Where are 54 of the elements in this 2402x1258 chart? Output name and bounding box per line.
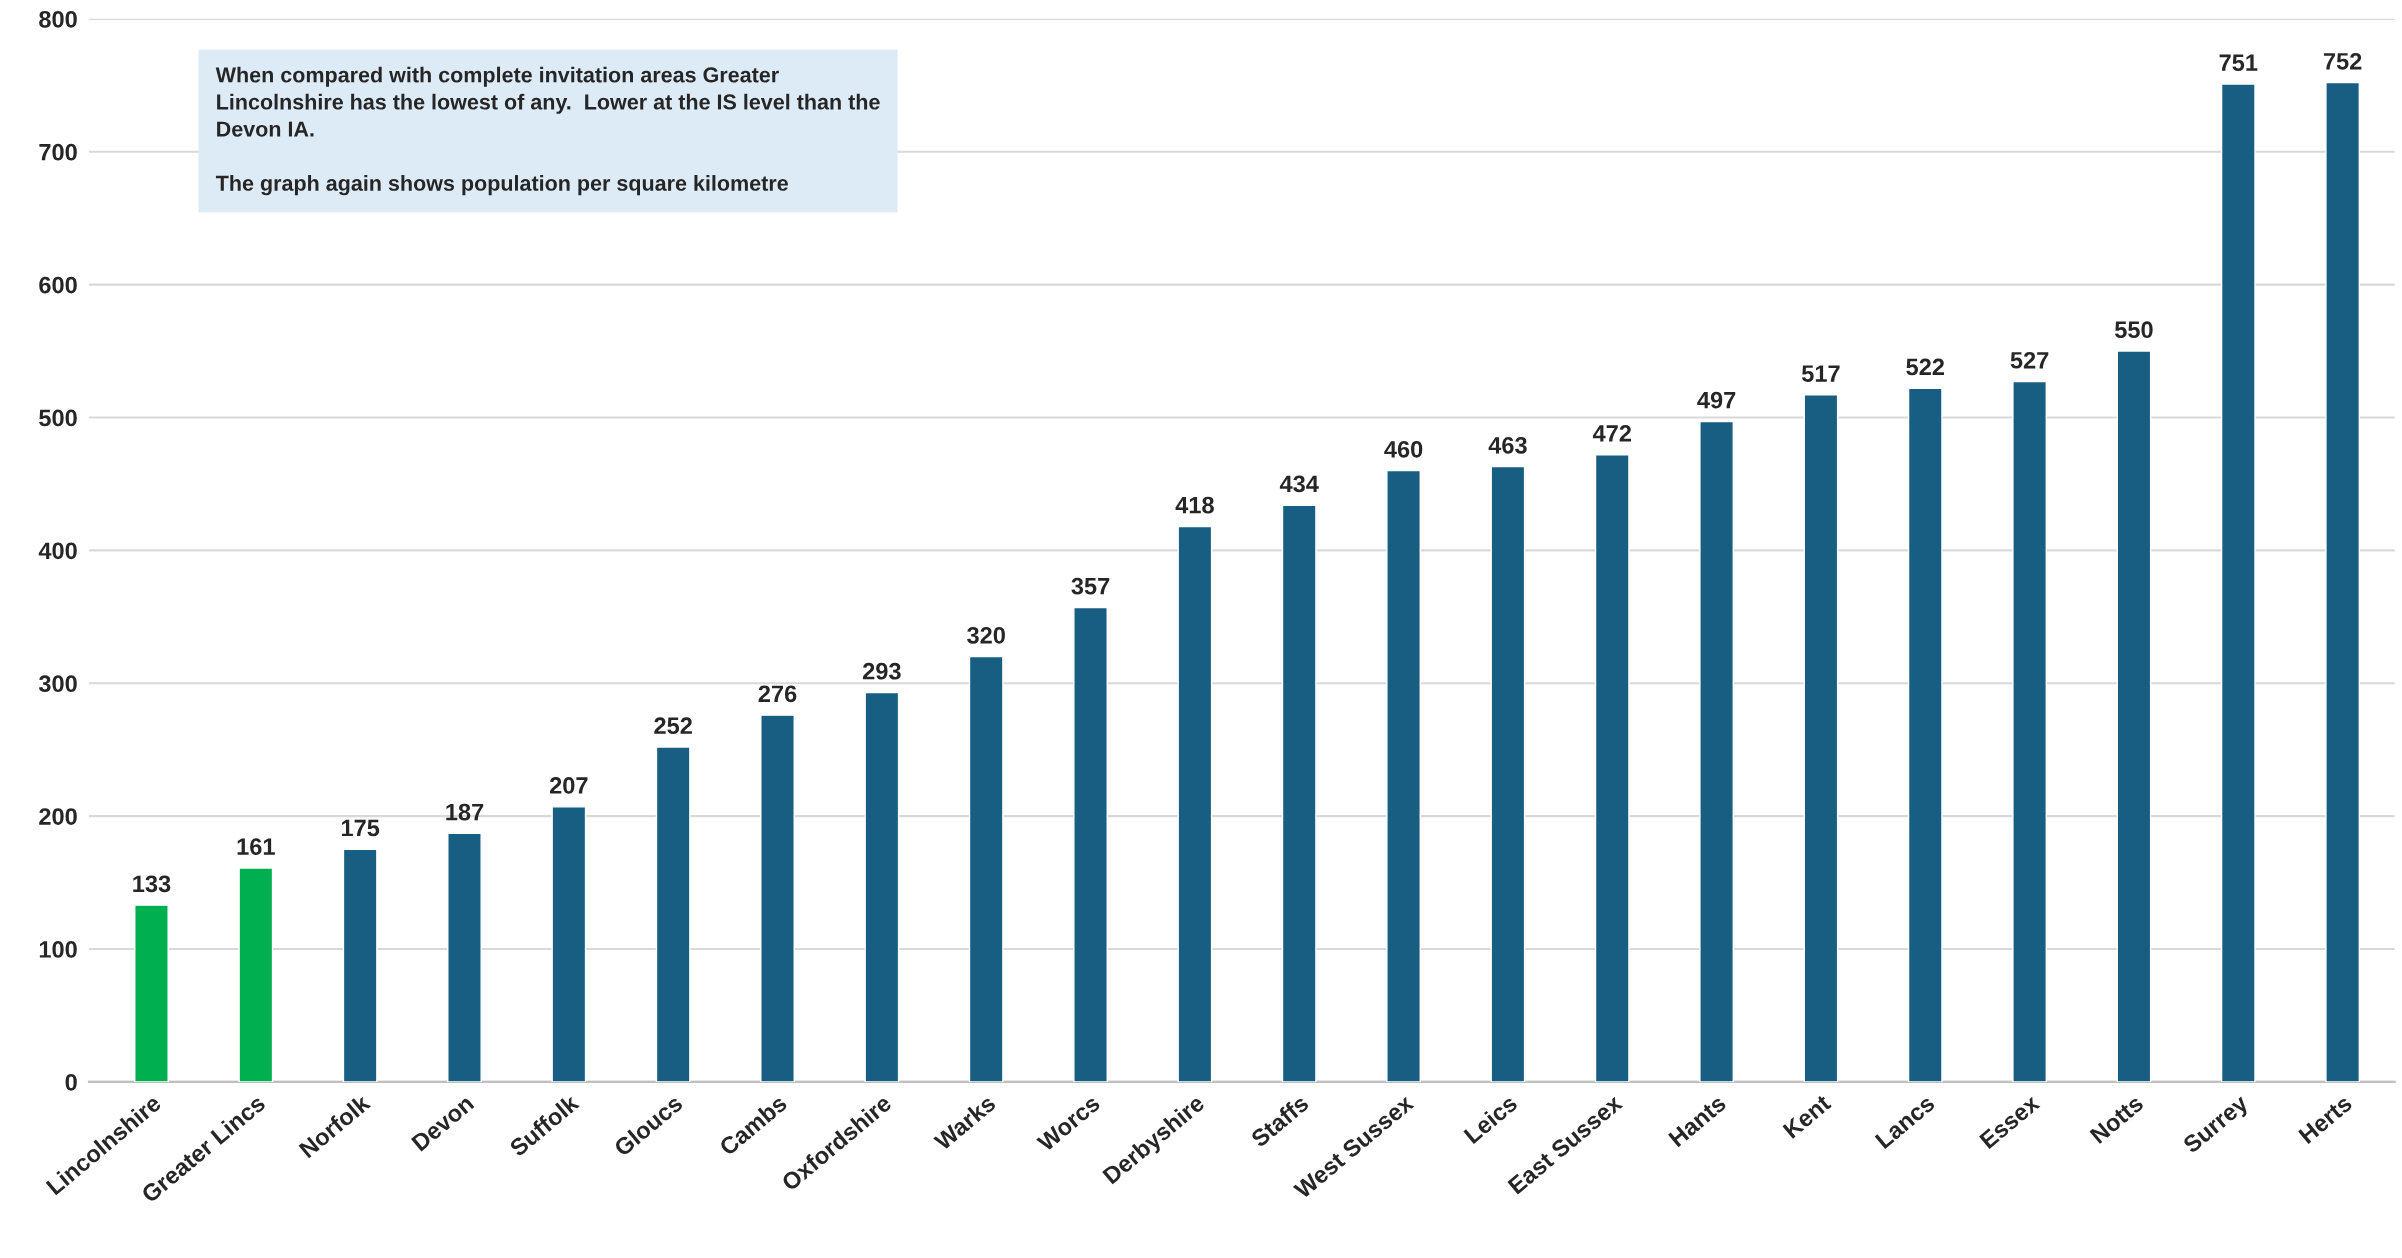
data-label: 252	[654, 717, 692, 735]
data-label: 527	[2010, 351, 2049, 369]
bar	[238, 867, 274, 1082]
bar	[1803, 394, 1839, 1082]
data-label: 320	[967, 626, 1005, 644]
bar	[1386, 469, 1421, 1082]
bar	[342, 848, 378, 1082]
bar	[1073, 606, 1108, 1082]
bar	[1594, 454, 1630, 1082]
bar	[864, 691, 900, 1082]
data-label: 418	[1175, 496, 1214, 514]
data-label: 276	[758, 685, 797, 703]
data-label: 522	[1906, 358, 1945, 376]
bar	[2325, 81, 2361, 1082]
bar	[1281, 504, 1317, 1082]
y-tick-label: 200	[39, 808, 77, 825]
data-label: 472	[1592, 424, 1631, 442]
bar	[655, 746, 691, 1082]
bar	[551, 806, 587, 1082]
y-tick-label: 600	[39, 276, 77, 294]
y-tick-label: 0	[65, 1073, 77, 1091]
data-label: 293	[862, 662, 901, 680]
data-label: 751	[2219, 54, 2258, 71]
y-tick-label: 700	[39, 143, 77, 161]
bar	[760, 714, 795, 1082]
bar	[1907, 387, 1943, 1082]
bar	[447, 832, 482, 1082]
data-label: 161	[237, 838, 275, 855]
bar	[134, 904, 169, 1082]
bar	[1177, 525, 1213, 1082]
y-tick-label: 300	[38, 675, 77, 693]
y-tick-label: 100	[39, 941, 77, 958]
bar	[968, 655, 1004, 1082]
bar	[2220, 83, 2256, 1082]
y-tick-label: 500	[39, 409, 77, 427]
data-label: 357	[1071, 577, 1110, 595]
data-label: 550	[2114, 321, 2153, 339]
data-label: 497	[1697, 391, 1736, 409]
data-label: 175	[341, 819, 380, 837]
text: When compared with complete invitation areas Greater Lincolnshire has the lowest of any. Lower at the IS level than the Devon IA. The graph again shows population per square kilometre	[215, 66, 880, 196]
data-label: 434	[1279, 475, 1319, 493]
data-label: 517	[1801, 365, 1840, 382]
data-label: 207	[549, 777, 588, 794]
bar	[1699, 420, 1734, 1082]
data-label: 752	[2323, 52, 2362, 70]
bar	[2012, 380, 2047, 1082]
data-label: 463	[1488, 436, 1527, 454]
bar	[1490, 465, 1526, 1082]
data-label: 187	[446, 803, 484, 821]
data-label: 133	[133, 875, 171, 893]
y-tick-label: 400	[38, 542, 77, 560]
data-label: 460	[1384, 440, 1423, 458]
bar	[2116, 350, 2152, 1082]
y-tick-label: 800	[39, 10, 77, 28]
